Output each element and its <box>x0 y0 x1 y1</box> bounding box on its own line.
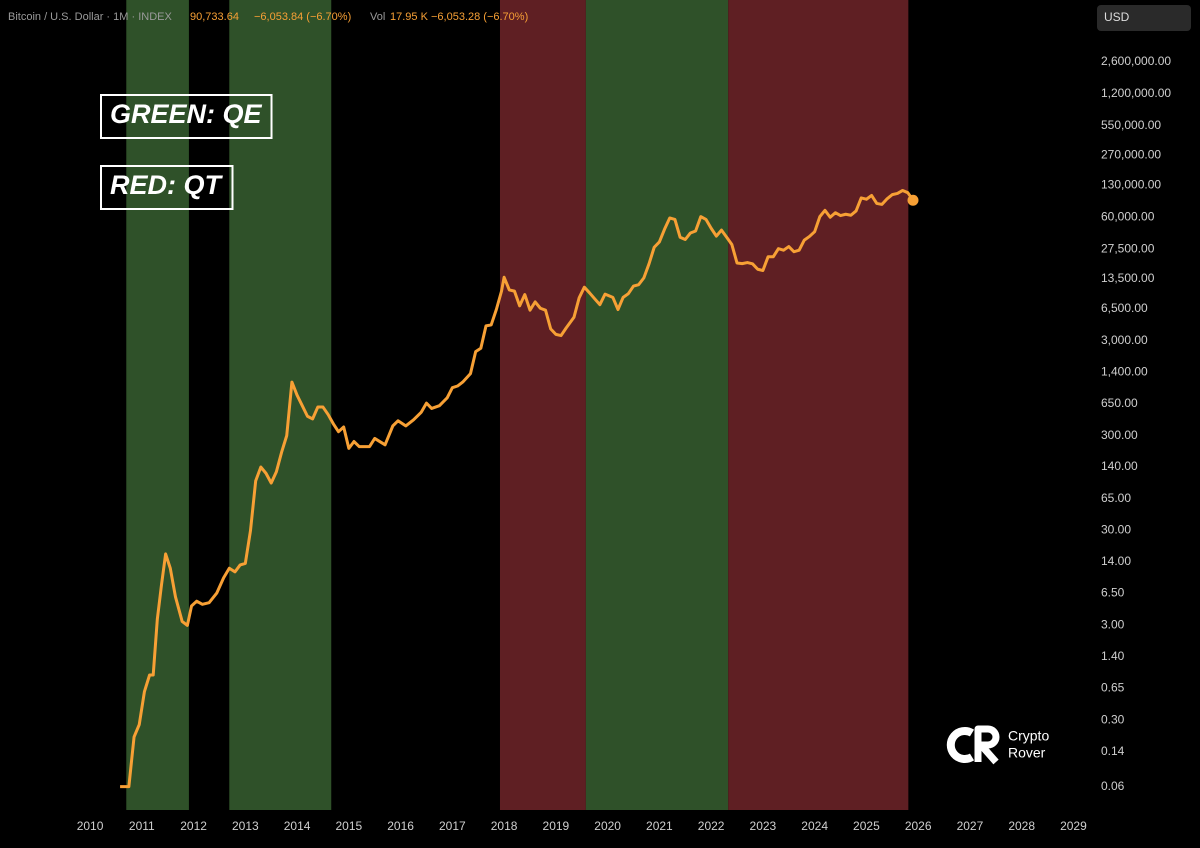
y-tick-label: 6,500.00 <box>1101 301 1148 315</box>
logo-line2: Rover <box>1008 745 1046 761</box>
y-tick-label: 1.40 <box>1101 649 1125 663</box>
logo-r <box>974 725 1000 765</box>
y-tick-label: 3,000.00 <box>1101 333 1148 347</box>
change: −6,053.84 (−6.70%) <box>254 11 351 23</box>
symbol: Bitcoin / U.S. Dollar · 1M · INDEX <box>8 11 172 23</box>
y-tick-label: 65.00 <box>1101 491 1131 505</box>
x-tick-label: 2014 <box>284 819 311 833</box>
vol-label: Vol <box>370 11 385 23</box>
y-tick-label: 27,500.00 <box>1101 242 1155 256</box>
x-tick-label: 2028 <box>1008 819 1035 833</box>
region <box>229 0 332 810</box>
y-tick-label: 0.65 <box>1101 681 1125 695</box>
x-tick-label: 2029 <box>1060 819 1087 833</box>
annotation: RED: QT <box>110 170 224 200</box>
y-tick-label: 1,200,000.00 <box>1101 86 1171 100</box>
vol: 17.95 K <box>390 11 429 23</box>
regions <box>126 0 909 810</box>
y-tick-label: 550,000.00 <box>1101 118 1161 132</box>
x-tick-label: 2024 <box>801 819 828 833</box>
x-tick-label: 2021 <box>646 819 673 833</box>
y-tick-label: 2,600,000.00 <box>1101 54 1171 68</box>
price: 90,733.64 <box>190 11 239 23</box>
currency[interactable]: USD <box>1104 10 1130 24</box>
y-tick-label: 30.00 <box>1101 523 1131 537</box>
y-tick-label: 0.06 <box>1101 779 1125 793</box>
x-tick-label: 2011 <box>129 819 155 833</box>
logo-line1: Crypto <box>1008 728 1049 744</box>
annotation-box <box>100 165 234 210</box>
x-tick-label: 2026 <box>905 819 932 833</box>
y-tick-label: 650.00 <box>1101 396 1138 410</box>
x-tick-label: 2019 <box>543 819 570 833</box>
y-tick-label: 60,000.00 <box>1101 209 1155 223</box>
x-tick-label: 2025 <box>853 819 880 833</box>
y-tick-label: 140.00 <box>1101 459 1138 473</box>
logo-c <box>946 727 975 763</box>
x-tick-label: 2017 <box>439 819 466 833</box>
y-tick-label: 13,500.00 <box>1101 271 1155 285</box>
x-tick-label: 2013 <box>232 819 259 833</box>
y-tick-label: 130,000.00 <box>1101 178 1161 192</box>
annotation-box <box>100 94 273 139</box>
y-tick-label: 300.00 <box>1101 428 1138 442</box>
x-tick-label: 2010 <box>77 819 104 833</box>
y-tick-label: 0.30 <box>1101 712 1125 726</box>
last-point <box>907 194 919 206</box>
x-tick-label: 2015 <box>335 819 362 833</box>
x-tick-label: 2012 <box>180 819 207 833</box>
x-tick-label: 2022 <box>698 819 725 833</box>
x-tick-label: 2016 <box>387 819 414 833</box>
x-tick-label: 2027 <box>957 819 984 833</box>
y-tick-label: 1,400.00 <box>1101 364 1148 378</box>
region <box>728 0 909 810</box>
region <box>499 0 586 810</box>
y-tick-label: 0.14 <box>1101 744 1125 758</box>
y-tick-label: 6.50 <box>1101 586 1125 600</box>
x-tick-label: 2020 <box>594 819 621 833</box>
price-line <box>120 188 915 789</box>
region <box>126 0 189 810</box>
annotation: GREEN: QE <box>110 99 263 129</box>
x-tick-label: 2023 <box>750 819 777 833</box>
currency-button[interactable] <box>1097 5 1191 31</box>
y-tick-label: 14.00 <box>1101 554 1131 568</box>
y-tick-label: 270,000.00 <box>1101 147 1161 161</box>
y-tick-label: 3.00 <box>1101 618 1125 632</box>
x-tick-label: 2018 <box>491 819 518 833</box>
region <box>585 0 729 810</box>
vol-change: −6,053.28 (−6.70%) <box>431 11 528 23</box>
logo: Crypto Rover <box>946 725 1049 765</box>
